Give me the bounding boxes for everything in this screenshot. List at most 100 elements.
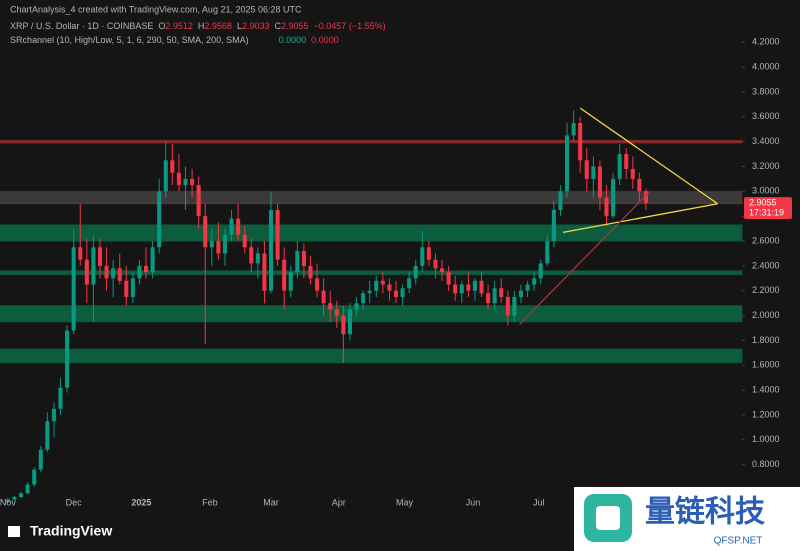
ohlc-key: C	[275, 21, 282, 31]
indicator-value: 0.0000	[311, 35, 339, 45]
candle-body	[229, 218, 234, 235]
x-tick-label: Mar	[263, 497, 279, 507]
x-tick-label: Apr	[332, 497, 346, 507]
candle-body	[479, 280, 484, 294]
candle-body	[71, 247, 76, 331]
y-tick-label: 2.4000	[752, 260, 780, 270]
candle-body	[124, 280, 129, 297]
y-tick-label: 4.0000	[752, 61, 780, 71]
candle-body	[433, 259, 438, 269]
price-tag	[744, 197, 792, 220]
logo-mark	[8, 526, 20, 537]
candle-body	[492, 288, 497, 304]
candle-body	[518, 290, 524, 297]
candle-body	[190, 178, 195, 186]
candle-body	[249, 247, 254, 264]
candle-body	[538, 263, 543, 279]
candle-body	[558, 191, 563, 210]
ohlc-key: L	[237, 21, 242, 31]
candle-body	[196, 185, 201, 217]
x-tick-label: 2025	[131, 497, 151, 507]
x-tick-label: Jul	[533, 497, 545, 507]
candle-body	[143, 265, 149, 273]
candle-body	[38, 449, 43, 470]
x-tick-label: Jun	[466, 497, 481, 507]
candle-body	[630, 168, 635, 179]
plot-area	[0, 107, 743, 504]
candle-body	[499, 288, 504, 297]
candle-body	[597, 166, 602, 198]
candle-body	[347, 309, 352, 335]
candle-body	[637, 178, 642, 192]
y-tick-label: 1.4000	[752, 385, 780, 395]
candle-body	[157, 191, 162, 248]
y-tick-label: 2.0000	[752, 310, 780, 320]
candle-body	[275, 209, 280, 260]
x-tick-label: Dec	[66, 497, 83, 507]
y-tick-label: 3.4000	[752, 136, 780, 146]
chart-title: ChartAnalysis_4 created with TradingView…	[10, 4, 302, 14]
candle-body	[571, 123, 576, 136]
candle-body	[137, 265, 142, 279]
candle-body	[78, 247, 83, 260]
candle-body	[183, 178, 188, 186]
x-tick-label: Feb	[202, 497, 218, 507]
y-tick-label: 2.2000	[752, 285, 780, 295]
candle-body	[440, 268, 445, 273]
candle-body	[170, 160, 175, 173]
candle-body	[321, 290, 326, 304]
candle-body	[426, 247, 431, 260]
ohlc-value: 2.9055	[281, 21, 309, 31]
candle-body	[19, 493, 24, 497]
candle-body	[420, 247, 425, 266]
y-tick-label: 1.6000	[752, 360, 780, 370]
sr-zone	[0, 224, 743, 242]
symbol-legend: XRP / U.S. Dollar · 1D · COINBASE O2.9512…	[10, 21, 386, 31]
candle-body	[624, 154, 629, 169]
watermark-title: 量链科技	[645, 495, 765, 530]
candle-body	[604, 197, 609, 217]
candle-body	[295, 250, 300, 273]
candle-body	[643, 191, 649, 204]
y-tick-label: 1.0000	[752, 434, 780, 444]
watermark-logo-inner	[596, 506, 620, 530]
price-tag-value: 2.9055	[749, 197, 777, 207]
candle-body	[328, 303, 333, 310]
trendline	[579, 107, 719, 205]
candle-body	[32, 469, 37, 485]
candle-body	[308, 265, 313, 279]
candle-body	[551, 209, 556, 242]
candle-body	[341, 315, 346, 335]
candle-body	[117, 268, 122, 281]
indicator: SRchannel (10, High/Low, 5, 1, 6, 290, 5…	[10, 35, 249, 45]
change: −0.0457 (−1.55%)	[314, 21, 386, 31]
candle-body	[150, 247, 155, 273]
candle-body	[611, 178, 616, 217]
sr-zone	[0, 348, 743, 364]
candle-body	[367, 290, 372, 294]
candle-body	[216, 241, 221, 254]
candle-body	[5, 499, 10, 502]
candle-body	[51, 408, 56, 422]
y-tick-label: 4.2000	[752, 37, 780, 47]
y-tick-label: 2.6000	[752, 235, 780, 245]
candle-body	[315, 278, 320, 291]
indicator-legend: SRchannel (10, High/Low, 5, 1, 6, 290, 5…	[10, 35, 339, 45]
y-tick-label: 3.6000	[752, 111, 780, 121]
candle-body	[203, 216, 208, 248]
candle-body	[354, 303, 359, 310]
candle-body	[564, 135, 570, 192]
footer-brand: TradingView	[30, 523, 112, 539]
candle-body	[374, 280, 379, 291]
candle-body	[459, 284, 464, 294]
candle-body	[222, 234, 228, 254]
trendline	[562, 203, 718, 233]
ohlc-key: O	[158, 21, 165, 31]
candle-body	[176, 172, 181, 186]
candle-body	[617, 154, 622, 179]
candle-body	[334, 309, 339, 316]
candle-body	[262, 253, 267, 291]
sr-zone	[0, 270, 743, 276]
axes: 0.8000 1.0000 1.2000 1.4000 1.6000 1.8000 2.00…	[0, 37, 792, 507]
